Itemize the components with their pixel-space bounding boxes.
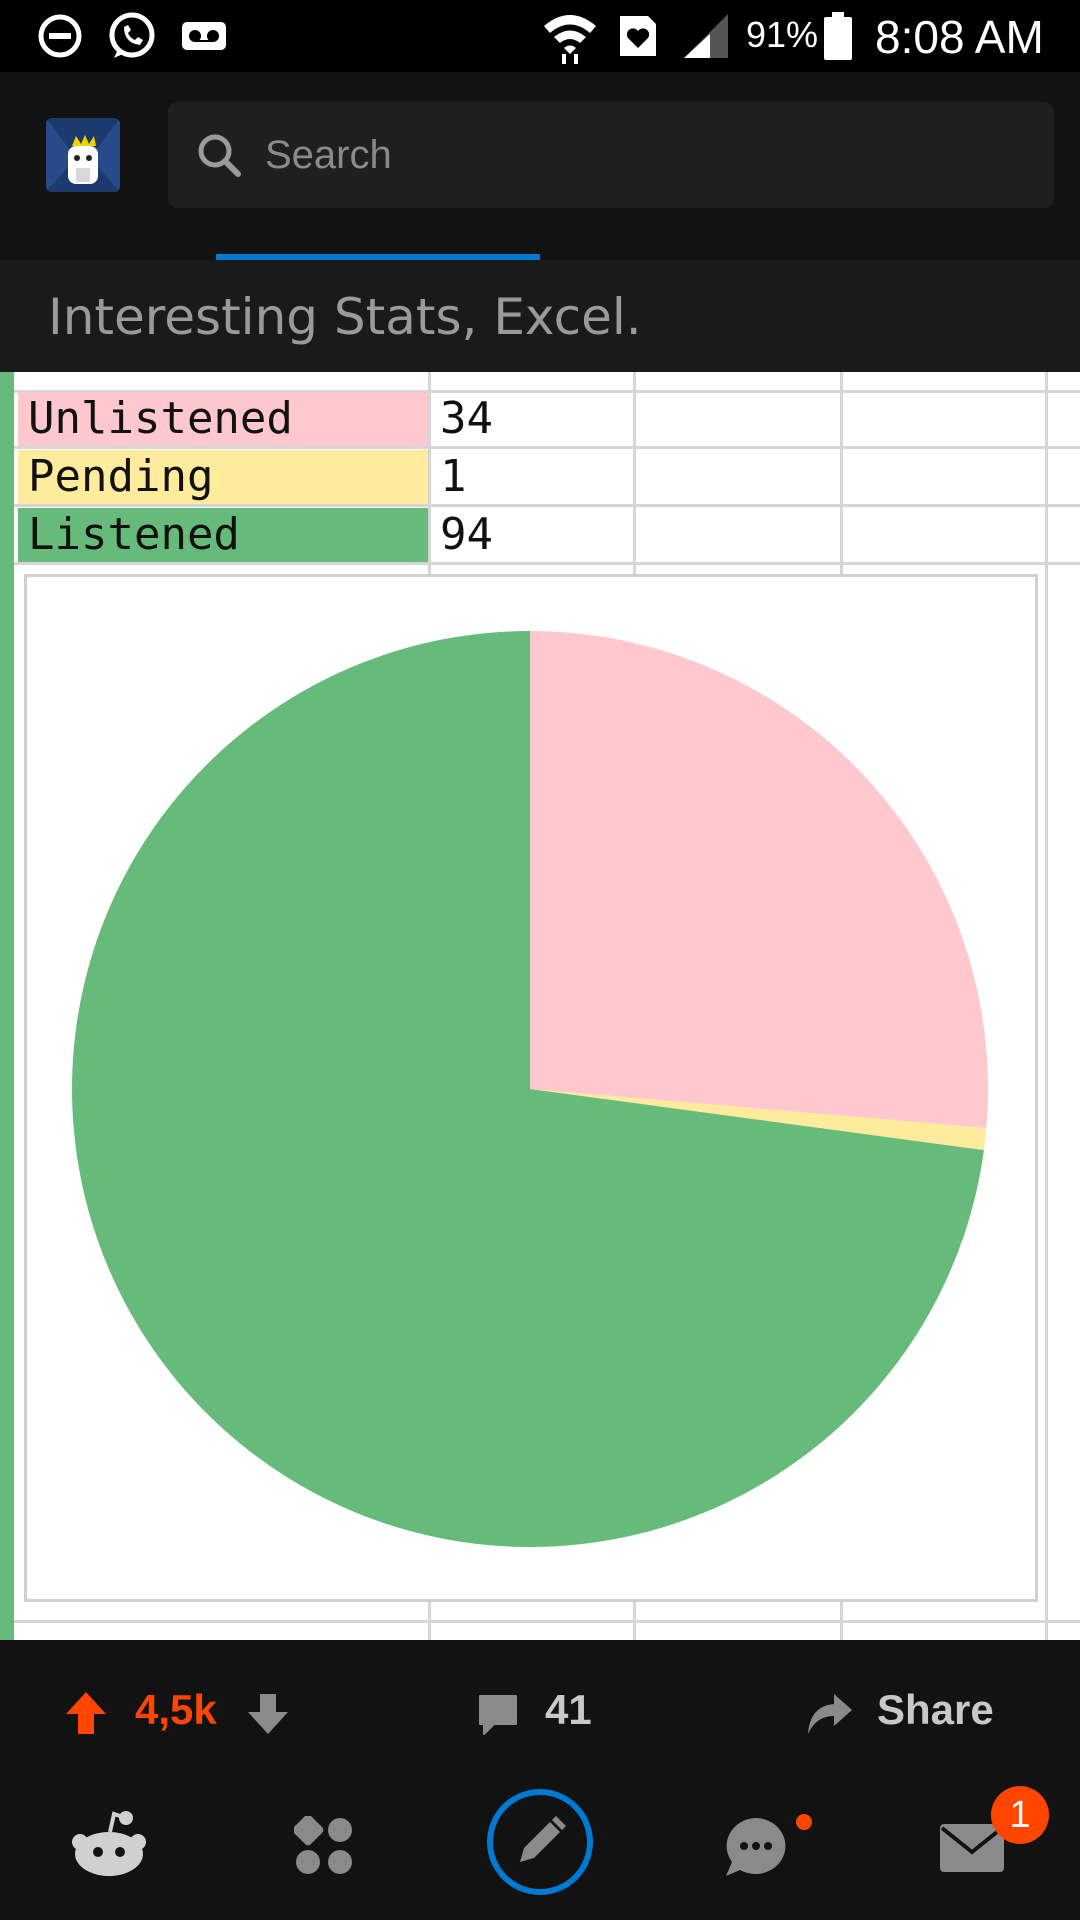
upvote-icon[interactable]	[64, 1690, 108, 1741]
grid-line	[0, 562, 1080, 565]
downvote-icon[interactable]	[246, 1692, 290, 1741]
pie-slice-pending	[530, 1089, 987, 1151]
voicemail-icon	[180, 0, 228, 72]
active-tab-indicator	[216, 254, 540, 260]
clock: 8:08 AM	[875, 11, 1044, 63]
pie-chart-frame	[24, 574, 1038, 1602]
post-action-bar: 4,5k 41 Share	[0, 1640, 1080, 1784]
share-icon[interactable]	[804, 1690, 854, 1743]
grid-line	[0, 446, 1080, 449]
battery-percent: 91%	[746, 14, 819, 55]
whatsapp-icon	[106, 0, 158, 72]
do-not-disturb-icon	[36, 0, 84, 72]
cell-label-unlistened: Unlistened	[18, 392, 428, 446]
post-image[interactable]: Unlistened 34 Pending 1 Listened 94	[0, 372, 1080, 1640]
status-bar: 91% 8:08 AM	[0, 0, 1080, 72]
pie-chart	[71, 631, 988, 1547]
chat-icon[interactable]	[722, 1814, 818, 1891]
comment-count[interactable]: 41	[545, 1686, 592, 1733]
cell-label-pending: Pending	[18, 450, 428, 504]
search-icon	[196, 132, 242, 183]
battery-icon	[822, 0, 854, 72]
share-button[interactable]: Share	[877, 1686, 994, 1733]
snoo-avatar-icon	[46, 118, 120, 192]
search-input[interactable]	[263, 122, 1027, 188]
inbox-badge: 1	[991, 1786, 1049, 1844]
grid-line	[0, 390, 1080, 393]
cell-value-listened: 94	[440, 509, 493, 560]
bottom-navigation	[0, 1784, 1080, 1920]
search-bar[interactable]	[168, 102, 1054, 208]
post-title: Interesting Stats, Excel.	[48, 288, 642, 346]
home-icon[interactable]	[70, 1810, 148, 1885]
comment-icon[interactable]	[476, 1692, 520, 1741]
signal-icon	[680, 0, 732, 72]
grid-line	[1045, 372, 1048, 1640]
cell-value-pending: 1	[440, 451, 467, 502]
vote-count: 4,5k	[135, 1686, 217, 1733]
cell-label-listened: Listened	[18, 508, 428, 562]
pie-slice-listened	[71, 631, 984, 1547]
grid-line	[0, 1620, 1080, 1623]
post-title-bar: Interesting Stats, Excel.	[0, 260, 1080, 372]
wifi-icon	[540, 0, 600, 72]
grid-line	[0, 504, 1080, 507]
cell-value-unlistened: 34	[440, 393, 493, 444]
communities-icon[interactable]	[292, 1814, 354, 1881]
inbox-icon[interactable]	[938, 1822, 1006, 1879]
app-header	[0, 72, 1080, 260]
health-icon	[616, 0, 660, 72]
pie-slice-unlistened	[530, 631, 988, 1128]
column-strip	[0, 372, 14, 1640]
user-avatar[interactable]	[46, 118, 120, 192]
create-post-icon[interactable]	[486, 1788, 594, 1901]
